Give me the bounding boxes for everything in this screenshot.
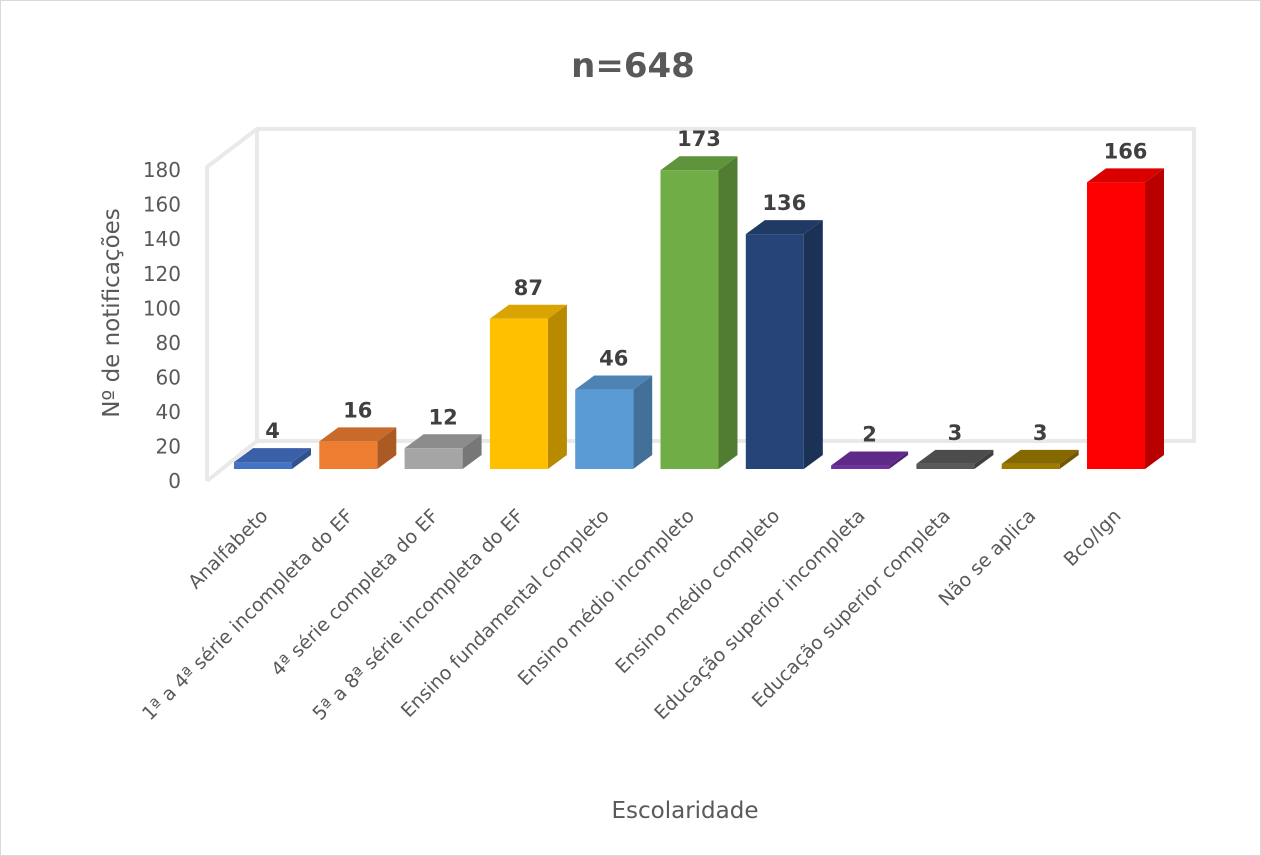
bar-top bbox=[745, 220, 823, 235]
data-label: 46 bbox=[599, 347, 628, 371]
bar-top bbox=[660, 156, 738, 171]
bar-side bbox=[1145, 168, 1164, 469]
bar bbox=[234, 462, 292, 469]
y-tick-label: 40 bbox=[156, 400, 181, 424]
data-label: 87 bbox=[514, 276, 543, 300]
x-tick-label: Ensino médio completo bbox=[611, 505, 784, 678]
y-tick-label: 60 bbox=[156, 365, 181, 389]
bar-top bbox=[404, 434, 482, 449]
bar bbox=[916, 463, 975, 469]
bar bbox=[1087, 182, 1145, 469]
bar-side bbox=[718, 156, 738, 469]
y-tick-label: 80 bbox=[156, 331, 181, 355]
bar-side bbox=[633, 375, 653, 469]
data-label: 3 bbox=[948, 421, 963, 445]
bar-top bbox=[489, 304, 567, 319]
chart-3d-walls bbox=[205, 127, 1196, 483]
bar bbox=[575, 389, 634, 469]
y-tick-label: 160 bbox=[143, 193, 181, 217]
x-tick-label: 4ª série completa do EF bbox=[267, 505, 443, 681]
data-label: 12 bbox=[428, 405, 457, 429]
bar-top bbox=[916, 449, 994, 464]
data-label: 3 bbox=[1033, 421, 1048, 445]
y-tick-label: 100 bbox=[143, 296, 181, 320]
bar bbox=[745, 234, 804, 469]
bar-side bbox=[462, 434, 482, 469]
bar bbox=[404, 448, 463, 469]
data-label: 4 bbox=[265, 419, 280, 443]
data-label: 166 bbox=[1104, 139, 1148, 163]
bar-top bbox=[575, 375, 653, 390]
y-tick-label: 20 bbox=[156, 434, 181, 458]
y-tick-label: 180 bbox=[143, 158, 181, 182]
bar-side bbox=[1059, 449, 1079, 469]
x-axis-title: Escolaridade bbox=[611, 798, 758, 824]
bar bbox=[1001, 463, 1060, 469]
bar-side bbox=[803, 220, 823, 469]
bar-top bbox=[1087, 168, 1164, 183]
data-label: 136 bbox=[762, 191, 806, 215]
y-axis-ticks: 0 20 40 60 80 100 120 140 160 180 bbox=[143, 158, 181, 493]
bar-side bbox=[889, 451, 909, 469]
bar bbox=[489, 318, 548, 469]
bar-top bbox=[1001, 449, 1079, 464]
bars bbox=[234, 156, 1164, 469]
bar-side bbox=[974, 449, 994, 469]
bar-side bbox=[547, 304, 567, 469]
y-tick-label: 120 bbox=[143, 262, 181, 286]
x-tick-label: Bco/Ign bbox=[1060, 505, 1126, 571]
data-labels: 4 16 12 87 46 173 136 2 3 3 166 bbox=[265, 127, 1147, 446]
x-tick-label: Analfabeto bbox=[184, 505, 272, 593]
bar bbox=[831, 465, 890, 469]
y-axis-title: Nº de notificações bbox=[99, 208, 125, 418]
bar-top bbox=[319, 427, 397, 442]
bar bbox=[660, 170, 719, 469]
data-label: 173 bbox=[677, 127, 721, 151]
bar-top bbox=[831, 451, 909, 466]
bar-top bbox=[234, 448, 311, 463]
y-tick-label: 140 bbox=[143, 227, 181, 251]
bar bbox=[319, 441, 378, 469]
data-label: 2 bbox=[862, 423, 877, 447]
bar-side bbox=[292, 448, 311, 469]
bar-side bbox=[377, 427, 397, 469]
y-tick-label: 0 bbox=[168, 469, 181, 493]
x-tick-label: Ensino médio incompleto bbox=[514, 505, 699, 690]
chart-title: n=648 bbox=[571, 46, 695, 86]
data-label: 16 bbox=[343, 398, 372, 422]
